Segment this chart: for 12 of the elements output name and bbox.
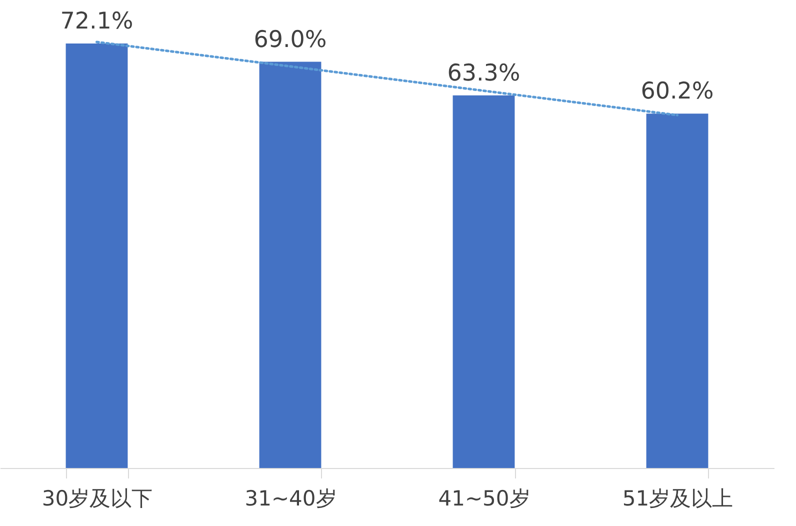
x-tick-label: 30岁及以下 [42,486,153,510]
data-label: 72.1% [60,8,134,35]
x-tick-label: 31~40岁 [244,486,337,510]
bar [66,44,128,468]
x-tick-label: 41~50岁 [438,486,530,510]
x-tick-label: 51岁及以上 [622,486,734,510]
bar [646,114,708,468]
data-label: 60.2% [640,78,714,105]
bar [259,62,322,468]
data-label: 69.0% [254,26,327,53]
bar [452,95,515,468]
data-label: 63.3% [447,60,520,86]
